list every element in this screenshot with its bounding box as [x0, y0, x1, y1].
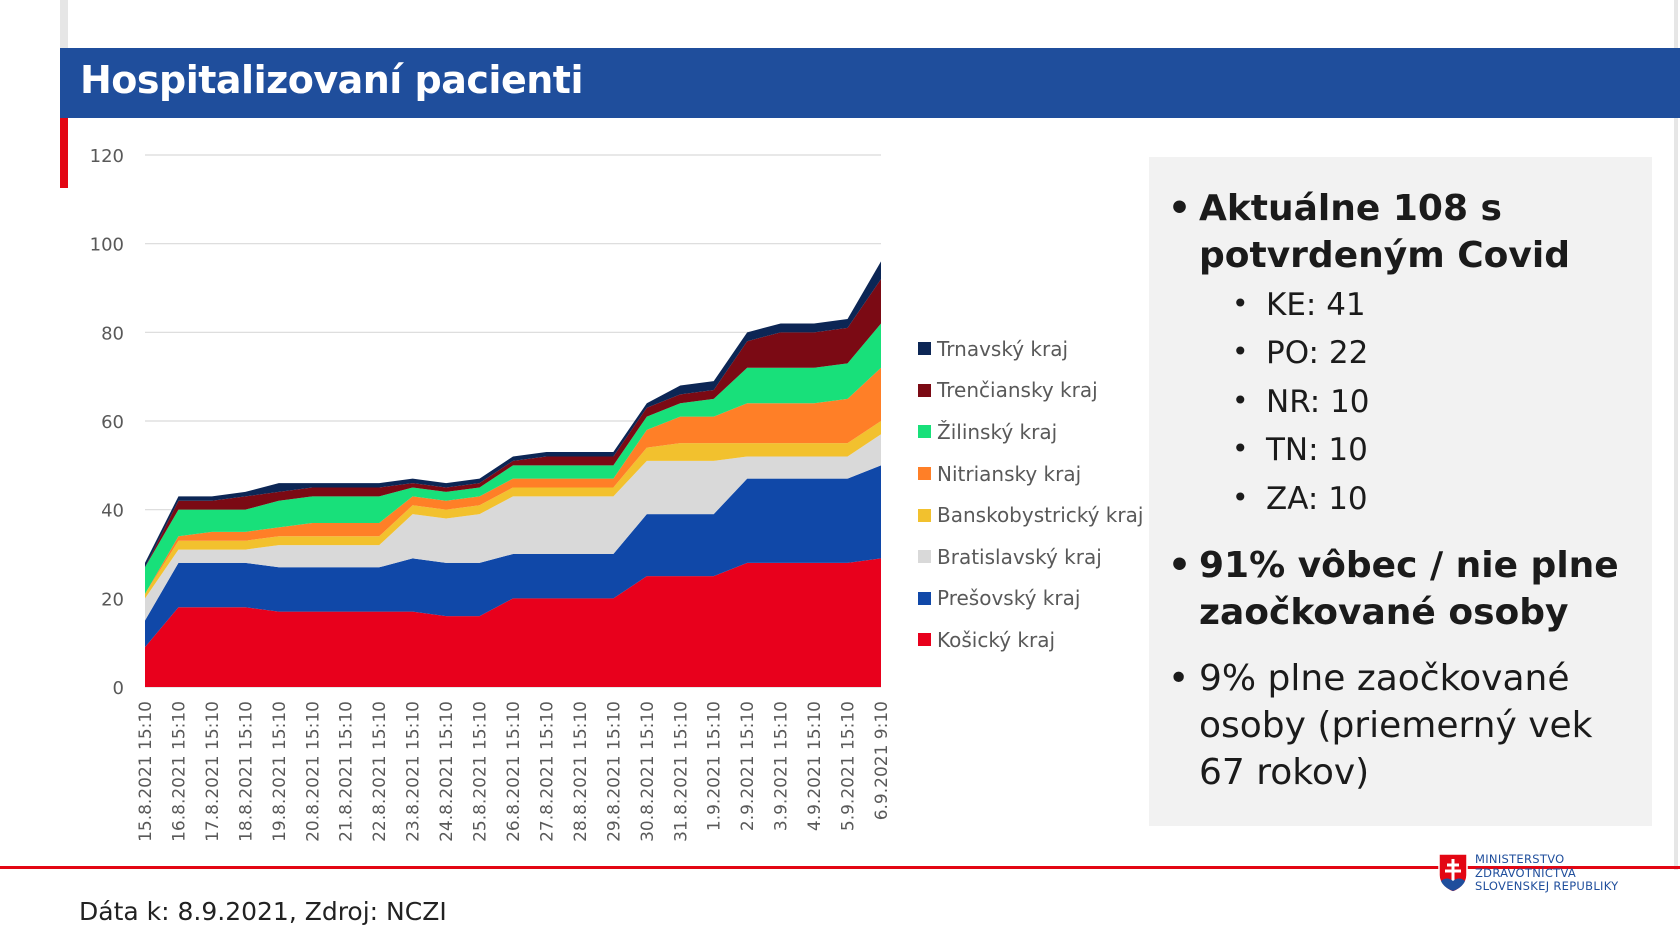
region-item: • PO: 22 — [1232, 335, 1368, 371]
bullet-dot: • — [1168, 188, 1192, 229]
legend-swatch — [918, 633, 931, 647]
legend-item: Bratislavský kraj — [918, 536, 1178, 578]
x-tick-label: 27.8.2021 15:10 — [537, 701, 557, 842]
y-tick-label: 100 — [90, 235, 124, 256]
legend-swatch — [918, 342, 931, 356]
legend-label: Banskobystrický kraj — [937, 503, 1144, 528]
x-tick-label: 18.8.2021 15:10 — [236, 701, 256, 842]
ministry-logo: MINISTERSTVO ZDRAVOTNÍCTVA SLOVENSKEJ RE… — [1438, 852, 1678, 903]
legend-label: Nitriansky kraj — [937, 461, 1082, 486]
area-series — [145, 279, 881, 568]
x-tick-label: 2.9.2021 15:10 — [738, 701, 758, 831]
y-tick-label: 80 — [101, 323, 124, 344]
legend-label: Košický kraj — [937, 627, 1056, 652]
legend-label: Prešovský kraj — [937, 586, 1081, 611]
x-tick-label: 26.8.2021 15:10 — [504, 701, 524, 842]
current-count-bullet: • Aktuálne 108 s potvrdeným Covid — [1168, 185, 1638, 279]
legend-swatch — [918, 550, 931, 564]
x-tick-label: 4.9.2021 15:10 — [805, 701, 825, 831]
region-item: • KE: 41 — [1232, 287, 1366, 323]
x-tick-label: 25.8.2021 15:10 — [471, 701, 491, 842]
legend-item: Žilinský kraj — [918, 411, 1178, 453]
unvaccinated-bullet: • 91% vôbec / nie plne zaočkované osoby — [1168, 542, 1638, 636]
region-item-text: TN: 10 — [1266, 432, 1368, 468]
region-item-text: KE: 41 — [1266, 287, 1366, 323]
header-bar: Hospitalizovaní pacienti — [60, 48, 1680, 118]
legend-swatch — [918, 383, 931, 397]
region-item-text: ZA: 10 — [1266, 481, 1368, 517]
x-tick-label: 1.9.2021 15:10 — [705, 701, 725, 831]
coat-of-arms-icon — [1438, 853, 1468, 893]
bullet-dot: • — [1168, 658, 1190, 699]
legend-label: Trnavský kraj — [937, 336, 1069, 361]
info-panel: • Aktuálne 108 s potvrdeným Covid • KE: … — [1149, 157, 1652, 826]
legend-label: Trenčiansky kraj — [937, 378, 1098, 403]
logo-line: ZDRAVOTNÍCTVA — [1475, 865, 1577, 880]
y-tick-label: 60 — [101, 412, 124, 433]
vaccinated-text: 9% plne zaočkované osoby (priemerný vek … — [1199, 658, 1593, 793]
area-series — [145, 465, 881, 648]
bullet-dot: • — [1232, 287, 1249, 320]
x-tick-label: 19.8.2021 15:10 — [270, 701, 290, 842]
logo-line: MINISTERSTVO — [1475, 852, 1565, 866]
region-item-text: PO: 22 — [1266, 335, 1369, 371]
legend-item: Trnavský kraj — [918, 328, 1178, 370]
y-tick-label: 20 — [101, 589, 124, 610]
x-tick-label: 5.9.2021 15:10 — [839, 701, 859, 831]
top-divider — [60, 0, 68, 48]
x-tick-label: 16.8.2021 15:10 — [169, 701, 189, 842]
x-tick-label: 30.8.2021 15:10 — [638, 701, 658, 842]
legend-label: Žilinský kraj — [937, 419, 1058, 444]
x-tick-label: 6.9.2021 9:10 — [872, 701, 892, 820]
logo-line: SLOVENSKEJ REPUBLIKY — [1475, 879, 1619, 893]
legend-label: Bratislavský kraj — [937, 544, 1102, 569]
legend-item: Nitriansky kraj — [918, 453, 1178, 495]
legend-item: Prešovský kraj — [918, 578, 1178, 620]
legend-swatch — [918, 425, 931, 439]
current-count-text: Aktuálne 108 s potvrdeným Covid — [1199, 188, 1570, 276]
x-tick-label: 20.8.2021 15:10 — [303, 701, 323, 842]
bullet-dot: • — [1232, 432, 1249, 465]
x-tick-label: 31.8.2021 15:10 — [671, 701, 691, 842]
vaccinated-bullet: • 9% plne zaočkované osoby (priemerný ve… — [1168, 655, 1638, 796]
bullet-dot: • — [1232, 335, 1249, 368]
legend-item: Košický kraj — [918, 619, 1178, 661]
right-divider — [1674, 0, 1678, 870]
region-item: • TN: 10 — [1232, 432, 1368, 468]
region-item: • NR: 10 — [1232, 384, 1370, 420]
x-tick-label: 22.8.2021 15:10 — [370, 701, 390, 842]
chart-legend: Trnavský kraj Trenčiansky kraj Žilinský kr… — [918, 328, 1178, 661]
y-tick-label: 40 — [101, 501, 124, 522]
area-series — [145, 434, 881, 621]
data-source: Dáta k: 8.9.2021, Zdroj: NCZI — [79, 897, 447, 926]
x-tick-label: 15.8.2021 15:10 — [136, 701, 156, 842]
area-series — [145, 558, 881, 687]
legend-swatch — [918, 508, 931, 522]
stacked-area-chart: 0 20 40 60 80 100 120 15.8.2021 15:10 16.8.2021 … — [90, 146, 892, 842]
region-item: • ZA: 10 — [1232, 481, 1368, 517]
legend-item: Trenčiansky kraj — [918, 370, 1178, 412]
bullet-dot: • — [1168, 545, 1192, 586]
x-tick-label: 3.9.2021 15:10 — [772, 701, 792, 831]
footer-divider — [0, 866, 1680, 869]
bullet-dot: • — [1232, 481, 1249, 514]
logo-text: MINISTERSTVO ZDRAVOTNÍCTVA SLOVENSKEJ RE… — [1475, 852, 1619, 894]
legend-swatch — [918, 591, 931, 605]
x-tick-label: 17.8.2021 15:10 — [203, 701, 223, 842]
area-series — [145, 367, 881, 594]
y-tick-label: 120 — [90, 146, 124, 167]
legend-swatch — [918, 467, 931, 481]
accent-bar — [60, 118, 68, 188]
x-tick-label: 24.8.2021 15:10 — [437, 701, 457, 842]
x-tick-label: 28.8.2021 15:10 — [571, 701, 591, 842]
legend-item: Banskobystrický kraj — [918, 494, 1178, 536]
x-tick-label: 29.8.2021 15:10 — [604, 701, 624, 842]
unvaccinated-text: 91% vôbec / nie plne zaočkované osoby — [1199, 545, 1619, 633]
x-tick-label: 23.8.2021 15:10 — [404, 701, 424, 842]
x-tick-label: 21.8.2021 15:10 — [337, 701, 357, 842]
bullet-dot: • — [1232, 384, 1249, 417]
page-title: Hospitalizovaní pacienti — [80, 58, 583, 102]
region-item-text: NR: 10 — [1266, 384, 1370, 420]
y-tick-label: 0 — [113, 678, 124, 699]
